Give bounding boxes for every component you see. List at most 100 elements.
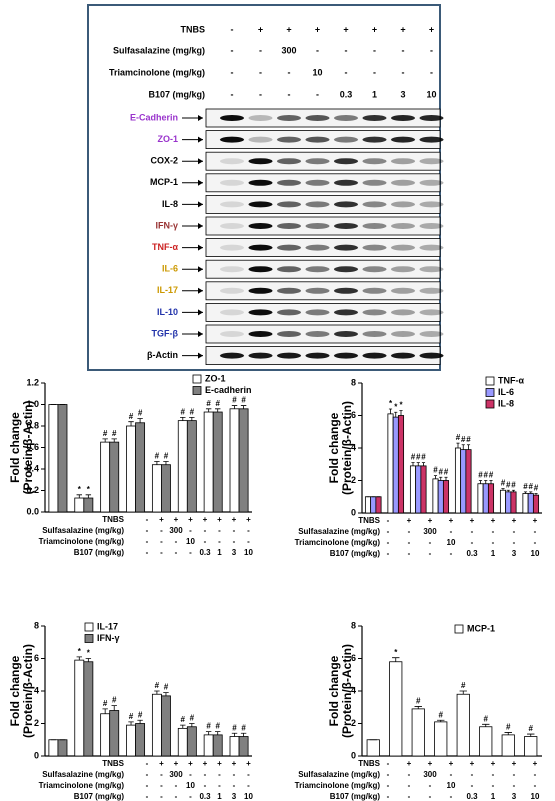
arrow-head [198, 352, 203, 359]
band [277, 136, 301, 143]
significance-mark: # [466, 435, 471, 444]
blot-label: TGF-β [152, 328, 179, 338]
y-tick-label: 8 [351, 377, 356, 387]
treatment-cell: + [159, 515, 164, 524]
band [305, 352, 330, 359]
treatment-cell: 0.3 [466, 549, 478, 558]
treatment-cell: 10 [186, 537, 195, 546]
error-bar [205, 731, 212, 735]
y-tick-label: 0.0 [26, 506, 39, 516]
band [334, 201, 358, 208]
y-tick-label: 0.2 [26, 485, 39, 495]
blot-label: β-Actin [147, 350, 178, 360]
treatment-cell: - [204, 781, 207, 790]
treatment-cell: 1 [372, 89, 377, 99]
band [391, 136, 415, 143]
error-bar [205, 408, 212, 413]
treatment-cell: - [534, 538, 537, 547]
treatment-cell: - [146, 537, 149, 546]
treatment-cell: - [160, 770, 163, 779]
bar [510, 491, 517, 514]
band [248, 223, 273, 229]
band [362, 266, 387, 273]
significance-mark: # [478, 471, 483, 480]
band [419, 331, 444, 337]
bar [203, 734, 214, 757]
treatment-cell: + [491, 759, 496, 768]
treatment-cell: 1 [217, 792, 222, 801]
treatment-label: Sulfasalazine (mg/kg) [42, 526, 124, 535]
treatment-cell: 300 [169, 770, 183, 779]
significance-mark: # [181, 408, 186, 417]
arrow-head [198, 179, 203, 186]
treatment-label: B107 (mg/kg) [330, 792, 381, 801]
legend-swatch [84, 634, 94, 643]
bar [151, 464, 162, 513]
band [220, 136, 244, 143]
bar [460, 449, 467, 514]
significance-mark: # [439, 710, 444, 719]
blot-label: E-Cadherin [130, 112, 178, 122]
treatment-cell: - [233, 770, 236, 779]
error-bar [482, 723, 490, 727]
error-bar [511, 489, 516, 492]
bar [465, 449, 472, 514]
bar [527, 493, 534, 514]
band [248, 201, 273, 208]
treatment-cell: - [231, 67, 234, 77]
band [391, 266, 415, 273]
treatment-cell: - [430, 67, 433, 77]
arrow-head [198, 136, 203, 143]
bar [48, 404, 59, 513]
treatment-cell: - [492, 527, 495, 536]
significance-mark: # [416, 453, 421, 462]
treatment-cell: + [286, 24, 291, 34]
bar [487, 483, 495, 514]
significance-mark: # [241, 723, 246, 732]
y-tick-label: 6 [34, 653, 39, 663]
treatment-cell: - [534, 527, 537, 536]
significance-mark: # [439, 467, 444, 476]
treatment-cell: + [512, 516, 517, 525]
blot-label: ZO-1 [157, 134, 178, 144]
band [305, 223, 330, 229]
treatment-cell: - [146, 548, 149, 557]
significance-mark: # [112, 696, 117, 705]
bar [126, 724, 136, 757]
treatment-cell: + [174, 759, 179, 768]
bar [456, 693, 470, 757]
treatment-cell: - [402, 45, 405, 55]
legend-swatch [192, 374, 202, 384]
significance-mark: # [215, 722, 220, 731]
band [248, 352, 273, 359]
significance-mark: # [206, 722, 211, 731]
treatment-cell: 10 [447, 538, 456, 547]
bar [186, 726, 197, 757]
error-bar [137, 719, 143, 724]
bar [83, 497, 94, 513]
treatment-cell: - [408, 549, 411, 558]
band [362, 331, 387, 337]
bar [151, 693, 162, 757]
treatment-label: B107 (mg/kg) [74, 792, 125, 801]
treatment-cell: - [450, 527, 453, 536]
y-tick-label: 0 [34, 750, 39, 760]
treatment-cell: - [218, 781, 221, 790]
treatment-cell: + [429, 24, 434, 34]
band [305, 158, 330, 165]
bar [135, 422, 146, 513]
bar [238, 736, 249, 757]
bar [100, 441, 111, 513]
band [362, 287, 387, 294]
error-bar [534, 493, 538, 496]
band [248, 331, 273, 337]
y-axis-label: Fold change [8, 655, 22, 726]
significance-mark: # [534, 484, 539, 493]
treatment-label: Sulfasalazine (mg/kg) [42, 770, 124, 779]
band [419, 244, 444, 251]
treatment-cell: 3 [232, 792, 237, 801]
bar [434, 721, 448, 757]
significance-mark: # [164, 683, 169, 692]
treatment-cell: - [408, 527, 411, 536]
bar [387, 413, 394, 514]
